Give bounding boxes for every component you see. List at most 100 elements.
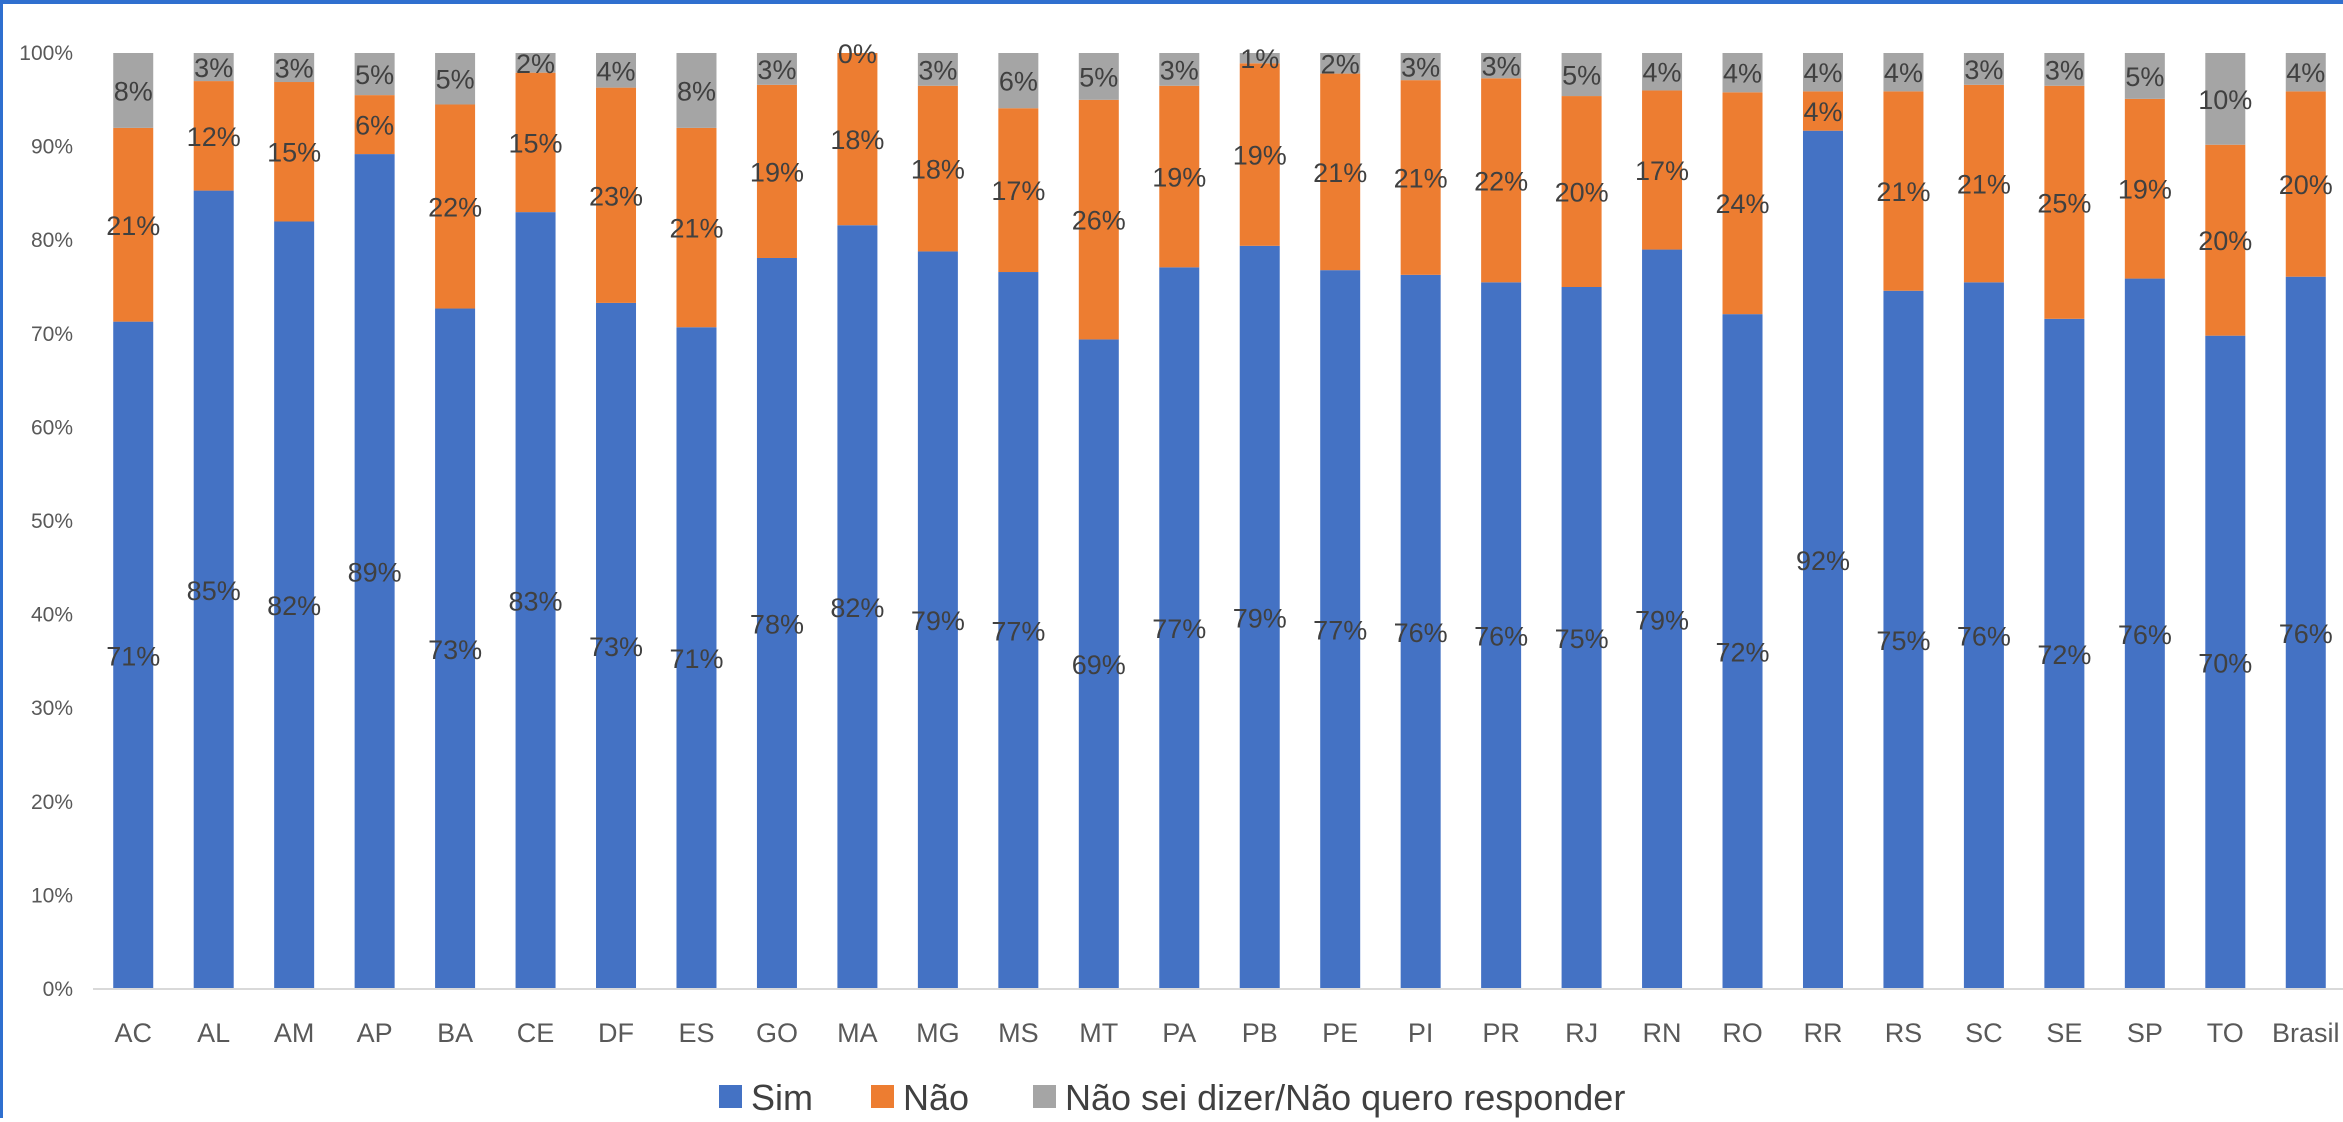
data-label: 5% <box>1562 61 1601 91</box>
data-label: 20% <box>2198 226 2252 256</box>
bar-segment-nao-sei <box>1561 53 1602 97</box>
bar-segment-nao-sei <box>515 53 556 73</box>
x-tick-label: SE <box>2046 1018 2082 1048</box>
data-label: 71% <box>669 644 723 674</box>
bar-segment-nao <box>1159 85 1200 268</box>
bar-segment-sim <box>596 302 637 989</box>
y-tick-label: 10% <box>31 884 73 907</box>
legend-label: Sim <box>751 1077 813 1118</box>
data-labels: 71% 21% 8% 85% 12% 3% 82% 15% 3% 89% 6% 5% 73% 22% 5% 8… <box>106 39 2333 680</box>
bar-segment-nao <box>1883 91 1924 291</box>
data-label: 20% <box>1555 178 1609 208</box>
y-tick-label: 40% <box>31 604 73 627</box>
bar-segment-nao <box>1642 90 1683 250</box>
bar-segment-nao <box>1963 84 2004 283</box>
bar-segment-nao-sei <box>1239 53 1280 64</box>
bar-segment-nao <box>1481 78 1522 283</box>
data-label: 3% <box>1482 52 1521 82</box>
data-label: 3% <box>918 55 957 85</box>
data-label: 18% <box>911 155 965 185</box>
data-label: 72% <box>2037 640 2091 670</box>
data-label: 21% <box>1394 163 1448 193</box>
data-label: 24% <box>1715 189 1769 219</box>
data-label: 78% <box>750 609 804 639</box>
bar-segment-nao-sei <box>1642 53 1683 91</box>
bar-segment-nao <box>837 53 878 226</box>
x-tick-label: RN <box>1643 1018 1682 1048</box>
x-tick-label: MT <box>1079 1018 1118 1048</box>
data-label: 15% <box>267 138 321 168</box>
data-label: 26% <box>1072 206 1126 236</box>
data-label: 5% <box>436 65 475 95</box>
legend-swatch <box>871 1085 894 1108</box>
x-tick-label: MA <box>837 1018 878 1048</box>
data-label: 21% <box>1876 177 1930 207</box>
data-label: 19% <box>750 157 804 187</box>
data-label: 20% <box>2279 170 2333 200</box>
x-tick-label: SC <box>1965 1018 2003 1048</box>
x-tick-label: TO <box>2207 1018 2244 1048</box>
bar-segment-nao-sei <box>756 53 797 85</box>
bar-segment-nao <box>113 127 154 322</box>
legend: Sim Não Não sei dizer/Não quero responder <box>719 1077 1625 1118</box>
bar-segment-nao-sei <box>1883 53 1924 92</box>
data-label: 5% <box>1079 62 1118 92</box>
data-label: 21% <box>1957 170 2011 200</box>
bar-segment-sim <box>2044 318 2085 990</box>
bar-segment-nao-sei <box>274 53 315 83</box>
bar-segment-sim <box>274 221 315 990</box>
x-tick-label: RS <box>1885 1018 1923 1048</box>
bar-segment-nao <box>1722 92 1763 315</box>
data-label: 17% <box>1635 156 1689 186</box>
bar-segment-sim <box>2285 276 2326 990</box>
bar-segment-sim <box>1078 339 1119 989</box>
data-label: 85% <box>187 576 241 606</box>
bar-segment-sim <box>1722 314 1763 989</box>
bar-segment-sim <box>1642 249 1683 989</box>
data-label: 77% <box>1313 616 1367 646</box>
bar-segment-nao <box>596 87 637 303</box>
data-label: 18% <box>830 125 884 155</box>
data-label: 21% <box>1313 158 1367 188</box>
x-tick-label: PI <box>1408 1018 1434 1048</box>
bar-segment-nao-sei <box>998 53 1039 109</box>
bar-segment-sim <box>435 308 476 989</box>
bar-segment-nao <box>274 82 315 222</box>
data-label: 76% <box>1394 618 1448 648</box>
bar-segment-sim <box>515 212 556 989</box>
x-tick-label: ES <box>678 1018 714 1048</box>
data-label: 4% <box>1803 58 1842 88</box>
data-label: 79% <box>1233 603 1287 633</box>
bar-segment-nao-sei <box>917 53 958 86</box>
data-label: 71% <box>106 641 160 671</box>
bar-segment-sim <box>917 251 958 989</box>
bar-segment-nao <box>1239 63 1280 246</box>
bar-segment-nao <box>354 95 395 155</box>
data-label: 12% <box>187 122 241 152</box>
data-label: 73% <box>589 632 643 662</box>
bar-segment-nao <box>1078 99 1119 340</box>
bars <box>113 53 2326 990</box>
bar-segment-nao-sei <box>1481 53 1522 79</box>
data-label: 10% <box>2198 85 2252 115</box>
data-label: 4% <box>1643 58 1682 88</box>
bar-segment-nao-sei <box>435 53 476 105</box>
data-label: 72% <box>1715 638 1769 668</box>
x-tick-label: CE <box>517 1018 555 1048</box>
y-tick-label: 20% <box>31 791 73 814</box>
data-label: 69% <box>1072 650 1126 680</box>
bar-segment-nao-sei <box>2285 53 2326 92</box>
bar-segment-sim <box>113 321 154 990</box>
x-axis: AC AL AM AP BA CE DF ES GO MA MG MS MT PA PB PE PI PR RJ RN… <box>93 988 2343 1048</box>
data-label: 4% <box>1723 59 1762 89</box>
x-tick-label: SP <box>2127 1018 2163 1048</box>
x-tick-label: AC <box>114 1018 152 1048</box>
bar-segment-nao <box>756 84 797 258</box>
bar-segment-nao-sei <box>1802 53 1843 92</box>
data-label: 23% <box>589 181 643 211</box>
data-label: 76% <box>1957 622 2011 652</box>
data-label: 82% <box>830 593 884 623</box>
bar-segment-sim <box>1561 287 1602 989</box>
data-label: 3% <box>275 54 314 84</box>
bar-segment-sim <box>1802 130 1843 990</box>
